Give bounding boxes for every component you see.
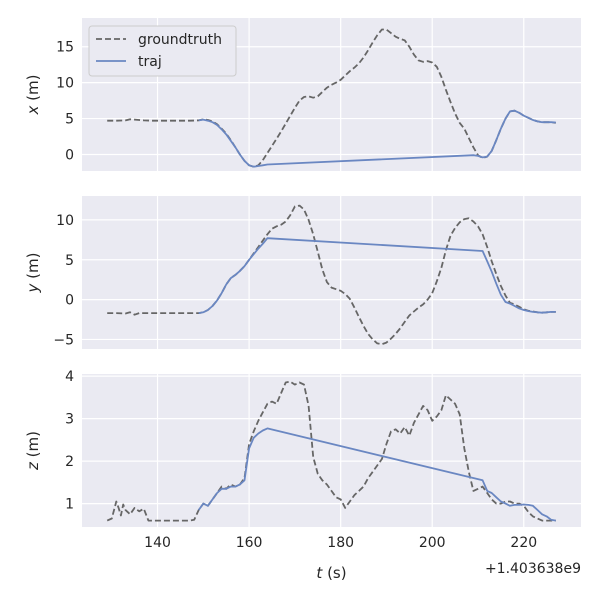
x-tick-label: 220 (510, 535, 537, 551)
y-tick-label: 3 (65, 412, 74, 428)
x-tick-label: 180 (327, 535, 354, 551)
legend-label-groundtruth: groundtruth (138, 32, 222, 48)
panel-z: 1 2 3 4 z (m) (24, 369, 581, 527)
x-tick-label: 140 (144, 535, 171, 551)
y-tick-label: 15 (56, 40, 74, 56)
y-tick-label: 10 (56, 213, 74, 229)
series-y (107, 204, 556, 346)
y-ticks-x: 0 5 10 15 (56, 40, 74, 164)
y-tick-label: 5 (65, 253, 74, 269)
x-tick-label: 160 (236, 535, 263, 551)
plot-area-y (82, 196, 581, 349)
series-line-traj (198, 237, 556, 314)
y-tick-label: 2 (65, 454, 74, 470)
y-tick-label: −5 (53, 332, 74, 348)
grid-y (82, 196, 581, 349)
x-tick-label: 200 (419, 535, 446, 551)
y-tick-label: 5 (65, 112, 74, 128)
y-tick-label: 0 (65, 293, 74, 309)
series-x (107, 28, 556, 168)
y-axis-label-x: x (m) (24, 75, 42, 116)
grid-x (82, 18, 581, 171)
y-ticks-y: −5 0 5 10 (53, 213, 74, 349)
y-axis-label-y: y (m) (24, 253, 42, 294)
series-z (106, 380, 556, 522)
y-tick-label: 10 (56, 76, 74, 92)
series-line-groundtruth (106, 380, 556, 522)
x-axis-label: t (s) (316, 564, 346, 582)
y-tick-label: 4 (65, 369, 74, 385)
y-axis-label-z: z (m) (24, 431, 42, 471)
y-tick-label: 0 (65, 147, 74, 163)
panel-y: −5 0 5 10 y (m) (24, 196, 581, 349)
grid-z (82, 374, 581, 527)
legend: groundtruth traj (88, 25, 237, 77)
plot-area-z (82, 374, 581, 527)
series-line-traj (197, 427, 556, 522)
x-axis-offset-text: +1.403638e9 (485, 561, 581, 577)
y-tick-label: 1 (65, 497, 74, 513)
series-line-traj (198, 109, 556, 168)
legend-label-traj: traj (138, 54, 162, 70)
y-ticks-z: 1 2 3 4 (65, 369, 74, 513)
x-ticks: 140 160 180 200 220 (144, 535, 537, 551)
